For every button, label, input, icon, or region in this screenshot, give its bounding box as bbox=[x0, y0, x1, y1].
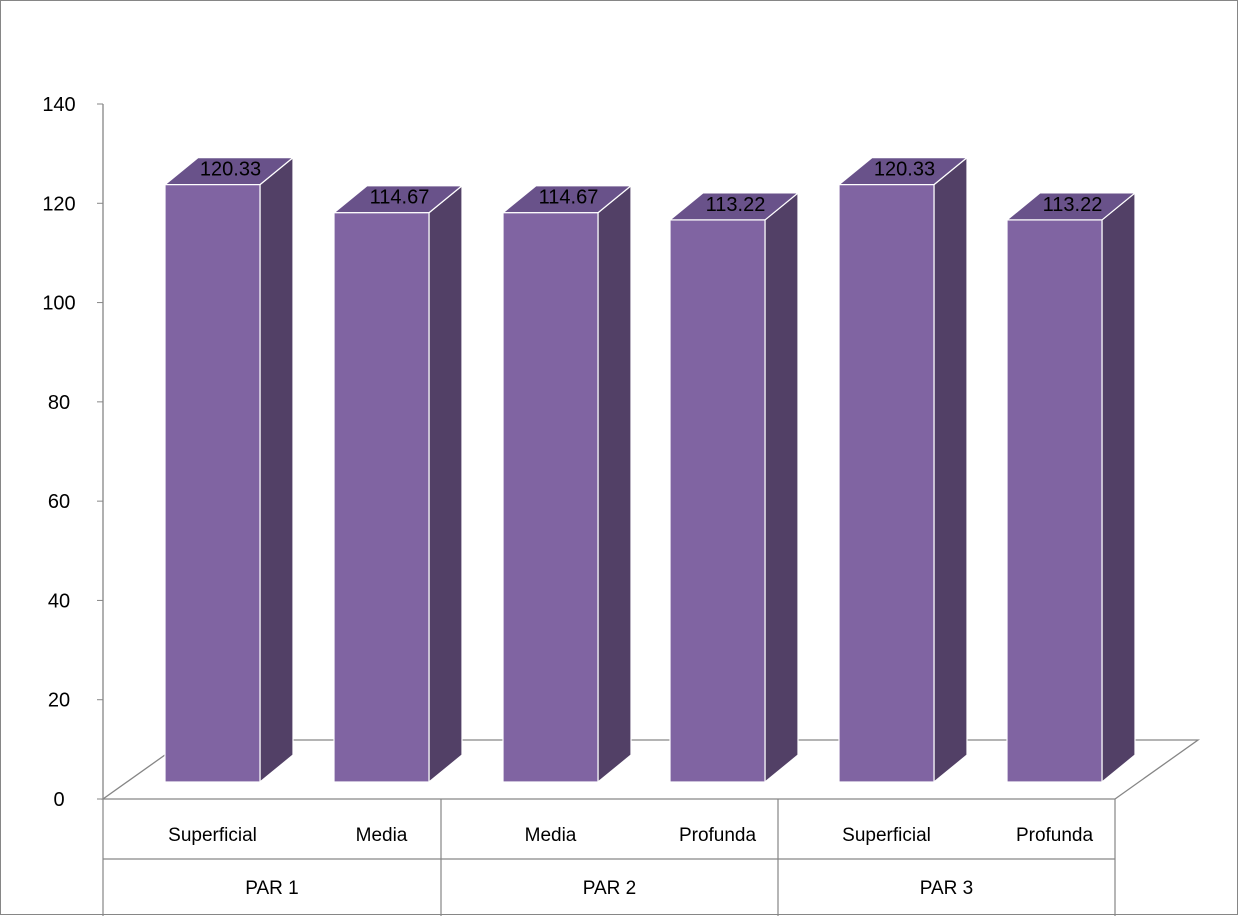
x-category-label: Superficial bbox=[168, 825, 257, 846]
bar bbox=[501, 184, 633, 784]
data-label: 113.22 bbox=[1043, 194, 1103, 216]
y-tick-label: 140 bbox=[42, 94, 75, 116]
x-category-label: Profunda bbox=[679, 825, 757, 846]
bar bbox=[837, 156, 969, 784]
y-tick-label: 20 bbox=[48, 690, 70, 712]
bar-series bbox=[163, 156, 1137, 784]
data-label: 120.33 bbox=[200, 159, 261, 181]
y-tick-label: 40 bbox=[48, 590, 70, 612]
data-label: 120.33 bbox=[874, 159, 935, 181]
x-axis-categories: Superficial Media Media Profunda Superficial… bbox=[102, 799, 1116, 916]
y-tick-label: 60 bbox=[48, 491, 70, 513]
bar-front-face bbox=[669, 219, 766, 783]
bar-front-face bbox=[164, 184, 261, 783]
bar-side-face bbox=[428, 184, 463, 784]
bar-side-face bbox=[1101, 191, 1136, 784]
bar-front-face bbox=[333, 212, 430, 783]
data-label: 113.22 bbox=[706, 194, 766, 216]
y-axis-ticks: 0 20 40 60 80 100 120 140 bbox=[42, 94, 103, 811]
bar bbox=[163, 156, 295, 784]
bar-side-face bbox=[259, 156, 294, 784]
x-category-label: Profunda bbox=[1016, 825, 1094, 846]
y-tick-label: 100 bbox=[42, 293, 75, 315]
x-group-label: PAR 1 bbox=[245, 878, 299, 899]
bar-side-face bbox=[597, 184, 632, 784]
x-category-label: Media bbox=[525, 825, 577, 846]
x-group-label: PAR 3 bbox=[920, 878, 974, 899]
bar bbox=[332, 184, 464, 784]
bar bbox=[668, 191, 800, 784]
bar-side-face bbox=[933, 156, 968, 784]
y-tick-label: 80 bbox=[48, 392, 70, 414]
x-category-label: Superficial bbox=[842, 825, 931, 846]
bar-front-face bbox=[838, 184, 935, 783]
data-labels: 120.33 114.67 114.67 113.22 120.33 113.22 bbox=[200, 159, 1102, 216]
x-category-label: Media bbox=[356, 825, 408, 846]
y-tick-label: 120 bbox=[42, 193, 75, 215]
x-group-label: PAR 2 bbox=[583, 878, 637, 899]
y-tick-label: 0 bbox=[53, 789, 64, 811]
bar-side-face bbox=[764, 191, 799, 784]
bar-front-face bbox=[502, 212, 599, 783]
bar-front-face bbox=[1006, 219, 1103, 783]
data-label: 114.67 bbox=[370, 187, 430, 209]
data-label: 114.67 bbox=[539, 187, 599, 209]
bar bbox=[1005, 191, 1137, 784]
